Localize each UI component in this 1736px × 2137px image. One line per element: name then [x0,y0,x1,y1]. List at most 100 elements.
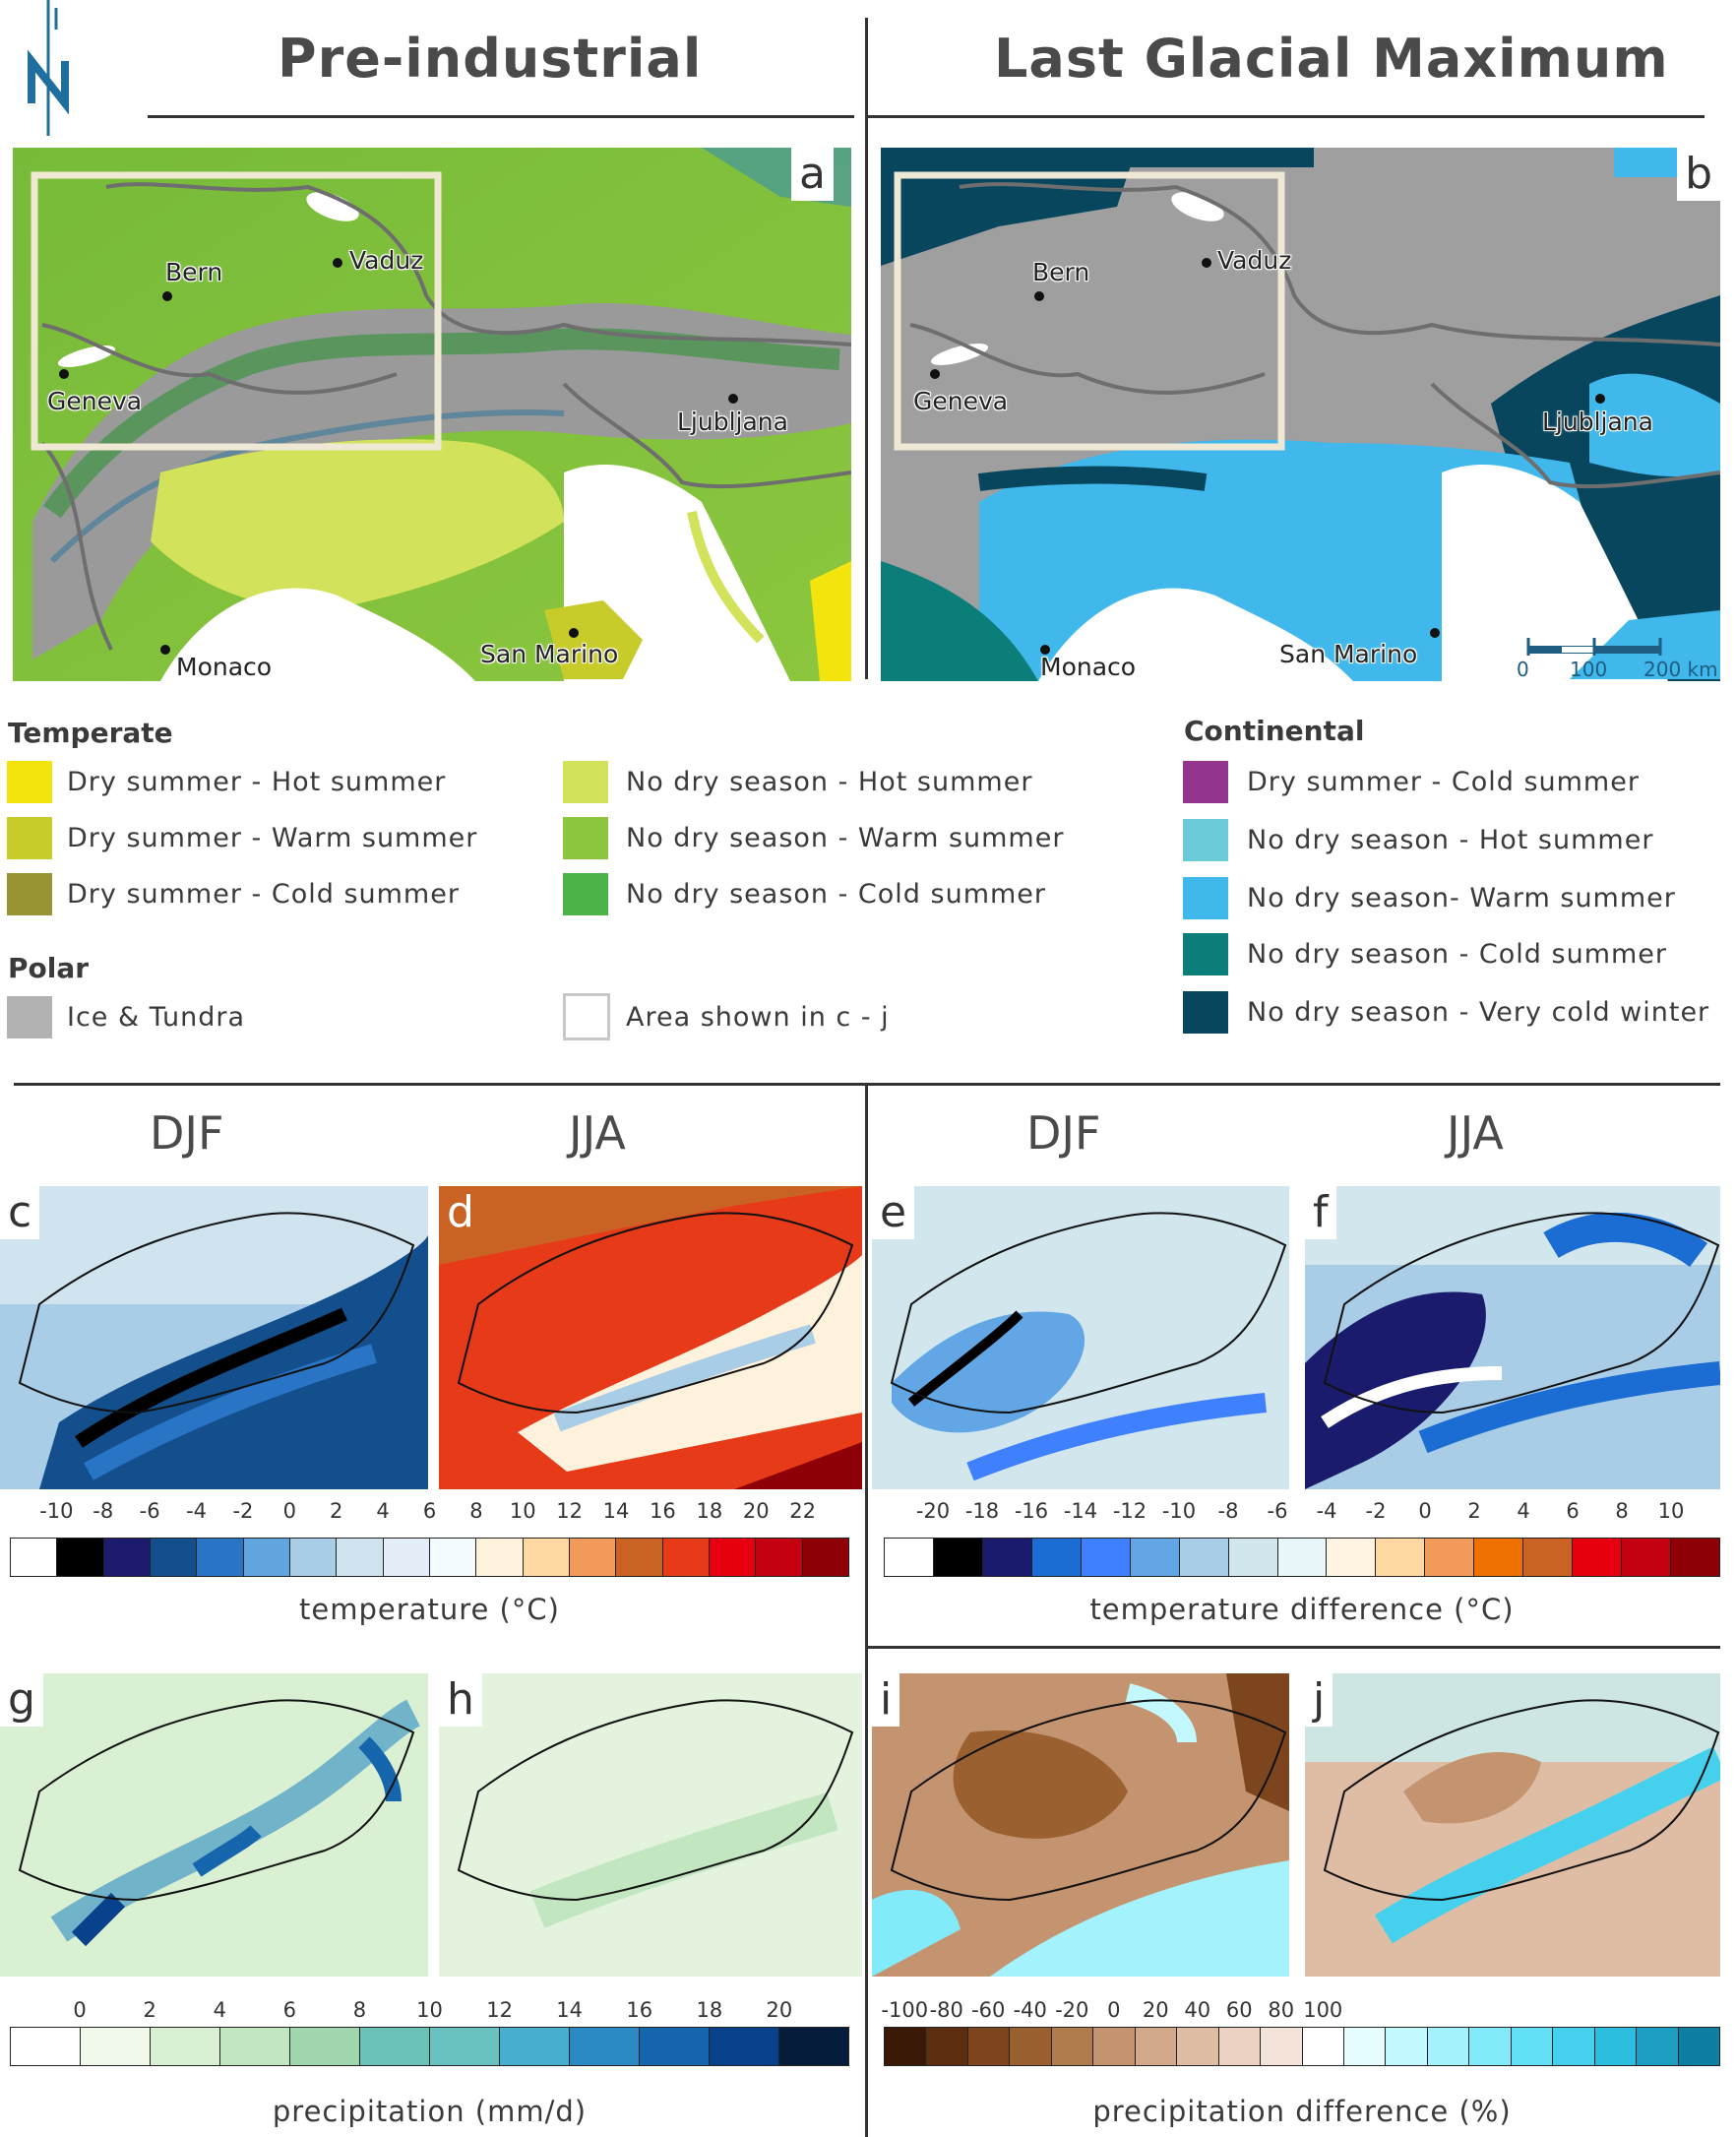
temperature-cell-3 [150,1539,198,1576]
temperature-difference-cell-11 [1425,1539,1475,1576]
legend-temperate-title: Temperate [8,717,173,749]
city-label-geneva: Geneva [47,387,143,415]
city-label-ljubljana-b: Ljubljana [1542,408,1653,436]
map-panel-g: g [0,1673,428,1977]
map-panel-i: i [872,1673,1289,1977]
temperature-tick-10: 10 [509,1499,536,1523]
precipitation-difference-cell-3 [1010,2028,1052,2065]
season-djf-left: DJF [150,1106,224,1160]
precipitation-difference-cell-16 [1553,2028,1595,2065]
precipitation-difference-cell-6 [1135,2028,1178,2065]
center-divider-bottom [865,1085,868,2137]
north-arrow [24,0,73,138]
map-panel-a: a Bern Vaduz Geneva Ljubljana Monaco San… [13,148,851,681]
scalebar-tick-200: 200 km [1643,658,1718,681]
swatch-nodry-warm [563,817,608,859]
precipitation-difference-tick-3: -40 [1013,1998,1047,2022]
map-panel-f: f [1305,1186,1720,1489]
city-dot-monaco [160,645,170,655]
temperature-difference-cell-13 [1523,1539,1574,1576]
colorbar-label-precipitation-difference: precipitation difference (%) [1092,2095,1512,2128]
section-divider [14,1083,1720,1086]
temperature-cell-11 [523,1539,570,1576]
map-d-svg [439,1186,862,1489]
temperature-cell-10 [476,1539,524,1576]
city-dot-monaco-b [1040,645,1050,655]
city-label-vaduz: Vaduz [349,246,424,275]
swatch-c-nodry-hot [1183,819,1228,861]
city-dot-ljubljana-b [1595,394,1605,404]
precipitation-difference-cell-2 [967,2028,1011,2065]
precipitation-tick-6: 12 [486,1998,513,2022]
north-arrow-icon [28,0,69,136]
temperature-tick-0: -10 [39,1499,74,1523]
scale-bar [1526,638,1662,656]
temperature-cell-13 [616,1539,663,1576]
header-lgm: Last Glacial Maximum [994,28,1669,90]
colorbar-temperature [10,1538,849,1577]
legend-c-dry-cold: Dry summer - Cold summer [1247,767,1640,797]
temperature-difference-tick-0: -20 [915,1499,951,1523]
legend-c-nodry-warm: No dry season- Warm summer [1247,883,1676,913]
temperature-difference-tick-3: -14 [1063,1499,1098,1523]
temperature-cell-7 [337,1539,384,1576]
legend-nodry-warm: No dry season - Warm summer [626,823,1065,853]
temperature-cell-2 [103,1539,151,1576]
temperature-tick-8: 6 [422,1499,437,1523]
temperature-difference-tick-4: -12 [1112,1499,1147,1523]
city-dot-vaduz-b [1202,258,1211,268]
temperature-tick-14: 18 [696,1499,723,1523]
precipitation-difference-tick-9: 80 [1268,1998,1295,2022]
precipitation-difference-tick-4: -20 [1055,1998,1089,2022]
precipitation-cell-9 [640,2028,710,2065]
precipitation-difference-tick-8: 60 [1225,1998,1253,2022]
temperature-difference-tick-2: -16 [1014,1499,1049,1523]
temperature-difference-tick-1: -18 [964,1499,1000,1523]
panel-letter-a: a [791,148,834,201]
precipitation-tick-3: 6 [282,1998,297,2022]
precipitation-difference-tick-5: 0 [1107,1998,1121,2022]
swatch-dry-warm [7,817,52,859]
city-label-san-marino-b: San Marino [1279,640,1418,668]
city-dot-ljubljana [728,394,738,404]
temperature-tick-2: -6 [139,1499,160,1523]
precipitation-difference-cell-0 [885,2028,927,2065]
panel-letter-f: f [1305,1186,1336,1239]
legend-continental-title: Continental [1184,715,1365,747]
temperature-tick-3: -4 [186,1499,208,1523]
map-g-svg [18,1699,421,1947]
precipitation-difference-cell-14 [1469,2028,1512,2065]
map-h-svg [457,1699,854,1928]
panel-letter-c: c [0,1186,40,1239]
city-dot-bern-b [1034,291,1044,301]
header-underline-right [868,115,1705,118]
precipitation-difference-cell-1 [926,2028,968,2065]
temperature-difference-cell-5 [1130,1539,1180,1576]
city-label-monaco-b: Monaco [1040,653,1137,681]
legend-nodry-cold: No dry season - Cold summer [626,879,1047,910]
temperature-difference-tick-6: -8 [1217,1499,1239,1523]
panel-letter-d: d [447,1187,474,1237]
precipitation-difference-tick-10: 100 [1303,1998,1343,2022]
map-a-svg [13,148,851,681]
precipitation-cell-10 [710,2028,779,2065]
temperature-tick-5: 0 [282,1499,297,1523]
swatch-dry-hot [7,761,52,803]
precipitation-cell-11 [779,2028,848,2065]
temperature-tick-9: 8 [469,1499,483,1523]
city-label-monaco: Monaco [176,653,273,681]
panel-letter-i: i [872,1673,900,1727]
temperature-difference-cell-3 [1031,1539,1082,1576]
precipitation-difference-tick-6: 20 [1142,1998,1169,2022]
temperature-tick-13: 16 [650,1499,676,1523]
temperature-difference-tick-10: 0 [1418,1499,1432,1523]
season-jja-left: JJA [569,1106,626,1160]
precipitation-difference-cell-18 [1637,2028,1679,2065]
swatch-c-nodry-cold [1183,933,1228,975]
panel-letter-e: e [872,1186,915,1239]
temperature-cell-4 [197,1539,244,1576]
temperature-difference-cell-14 [1573,1539,1623,1576]
precipitation-cell-1 [81,2028,151,2065]
temperature-difference-cell-1 [933,1539,983,1576]
temperature-difference-tick-15: 10 [1657,1499,1685,1523]
